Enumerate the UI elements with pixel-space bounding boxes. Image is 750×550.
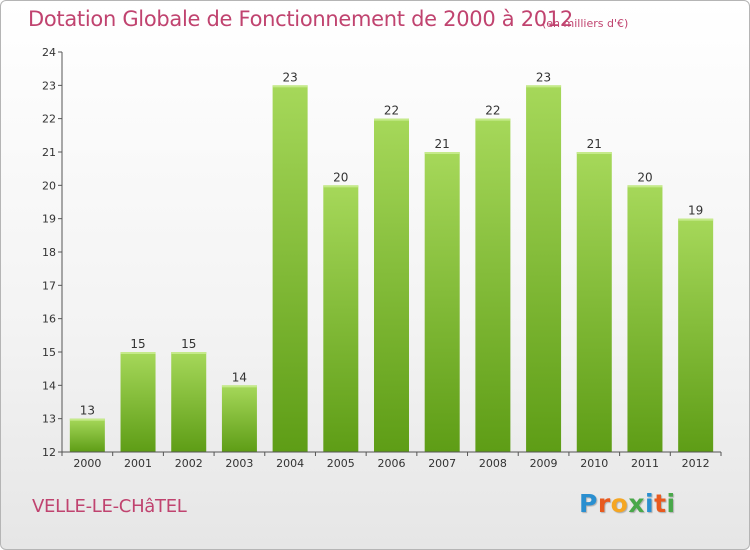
brand-letter: i: [666, 489, 676, 518]
y-tick-label: 22: [42, 113, 56, 126]
commune-name: VELLE-LE-CHâTEL: [32, 496, 187, 517]
bar: [272, 85, 308, 452]
brand-letter: t: [654, 489, 667, 518]
x-tick-label: 2009: [530, 457, 558, 470]
x-tick-label: 2006: [378, 457, 406, 470]
bar-highlight: [576, 152, 612, 154]
bar-highlight: [120, 352, 156, 354]
data-label: 14: [232, 370, 247, 384]
y-tick-label: 17: [42, 279, 56, 292]
brand-letter: i: [645, 489, 655, 518]
bar: [120, 352, 156, 452]
y-tick-label: 21: [42, 146, 56, 159]
x-tick-label: 2005: [327, 457, 355, 470]
bar: [424, 152, 460, 452]
data-label: 22: [485, 104, 500, 118]
bar-highlight: [171, 352, 207, 354]
chart-unit: (en milliers d'€): [542, 17, 629, 30]
y-tick-label: 15: [42, 346, 56, 359]
data-label: 22: [384, 104, 399, 118]
data-label: 21: [435, 137, 450, 151]
data-label: 20: [637, 170, 652, 184]
bar: [221, 385, 257, 452]
bar: [678, 218, 714, 452]
x-tick-label: 2010: [580, 457, 608, 470]
y-tick-label: 16: [42, 313, 56, 326]
x-tick-label: 2008: [479, 457, 507, 470]
data-label: 15: [130, 337, 145, 351]
x-tick-label: 2012: [682, 457, 710, 470]
bar: [576, 152, 612, 452]
bar-highlight: [323, 185, 359, 188]
bar-highlight: [272, 85, 308, 88]
data-label: 19: [688, 204, 703, 218]
y-tick-label: 13: [42, 413, 56, 426]
x-tick-label: 2007: [428, 457, 456, 470]
brand-logo: Proxiti: [579, 489, 676, 518]
data-label: 13: [80, 404, 95, 418]
bar: [323, 185, 359, 453]
bar-highlight: [69, 418, 105, 421]
y-tick-label: 20: [42, 179, 56, 192]
bar: [171, 352, 207, 452]
data-label: 15: [181, 337, 196, 351]
brand-letter: P: [579, 489, 598, 518]
brand-letter: r: [597, 489, 611, 518]
y-tick-label: 24: [42, 46, 56, 59]
chart-title: Dotation Globale de Fonctionnement de 20…: [28, 7, 573, 31]
x-tick-label: 2011: [631, 457, 659, 470]
bar-highlight: [221, 385, 257, 388]
y-tick-label: 19: [42, 213, 56, 226]
x-tick-label: 2004: [276, 457, 304, 470]
x-tick-label: 2000: [73, 457, 101, 470]
data-label: 23: [536, 70, 551, 84]
bar-highlight: [475, 118, 511, 121]
brand-letter: x: [628, 489, 645, 518]
data-label: 20: [333, 170, 348, 184]
bar-highlight: [374, 118, 409, 121]
bar-highlight: [526, 85, 562, 88]
bar: [69, 418, 105, 452]
bar: [627, 185, 663, 453]
x-tick-label: 2002: [175, 457, 203, 470]
y-tick-label: 18: [42, 246, 56, 259]
bar-highlight: [678, 218, 714, 221]
bar-highlight: [424, 152, 460, 154]
x-tick-label: 2001: [124, 457, 152, 470]
y-tick-label: 12: [42, 446, 56, 459]
bar-highlight: [627, 185, 663, 188]
bar: [475, 118, 511, 453]
y-tick-label: 23: [42, 79, 56, 92]
bar: [374, 118, 409, 453]
y-tick-label: 14: [42, 379, 56, 392]
brand-letter: o: [610, 489, 629, 518]
data-label: 21: [587, 137, 602, 151]
x-tick-label: 2003: [225, 457, 253, 470]
bar: [526, 85, 562, 452]
data-label: 23: [282, 70, 297, 84]
